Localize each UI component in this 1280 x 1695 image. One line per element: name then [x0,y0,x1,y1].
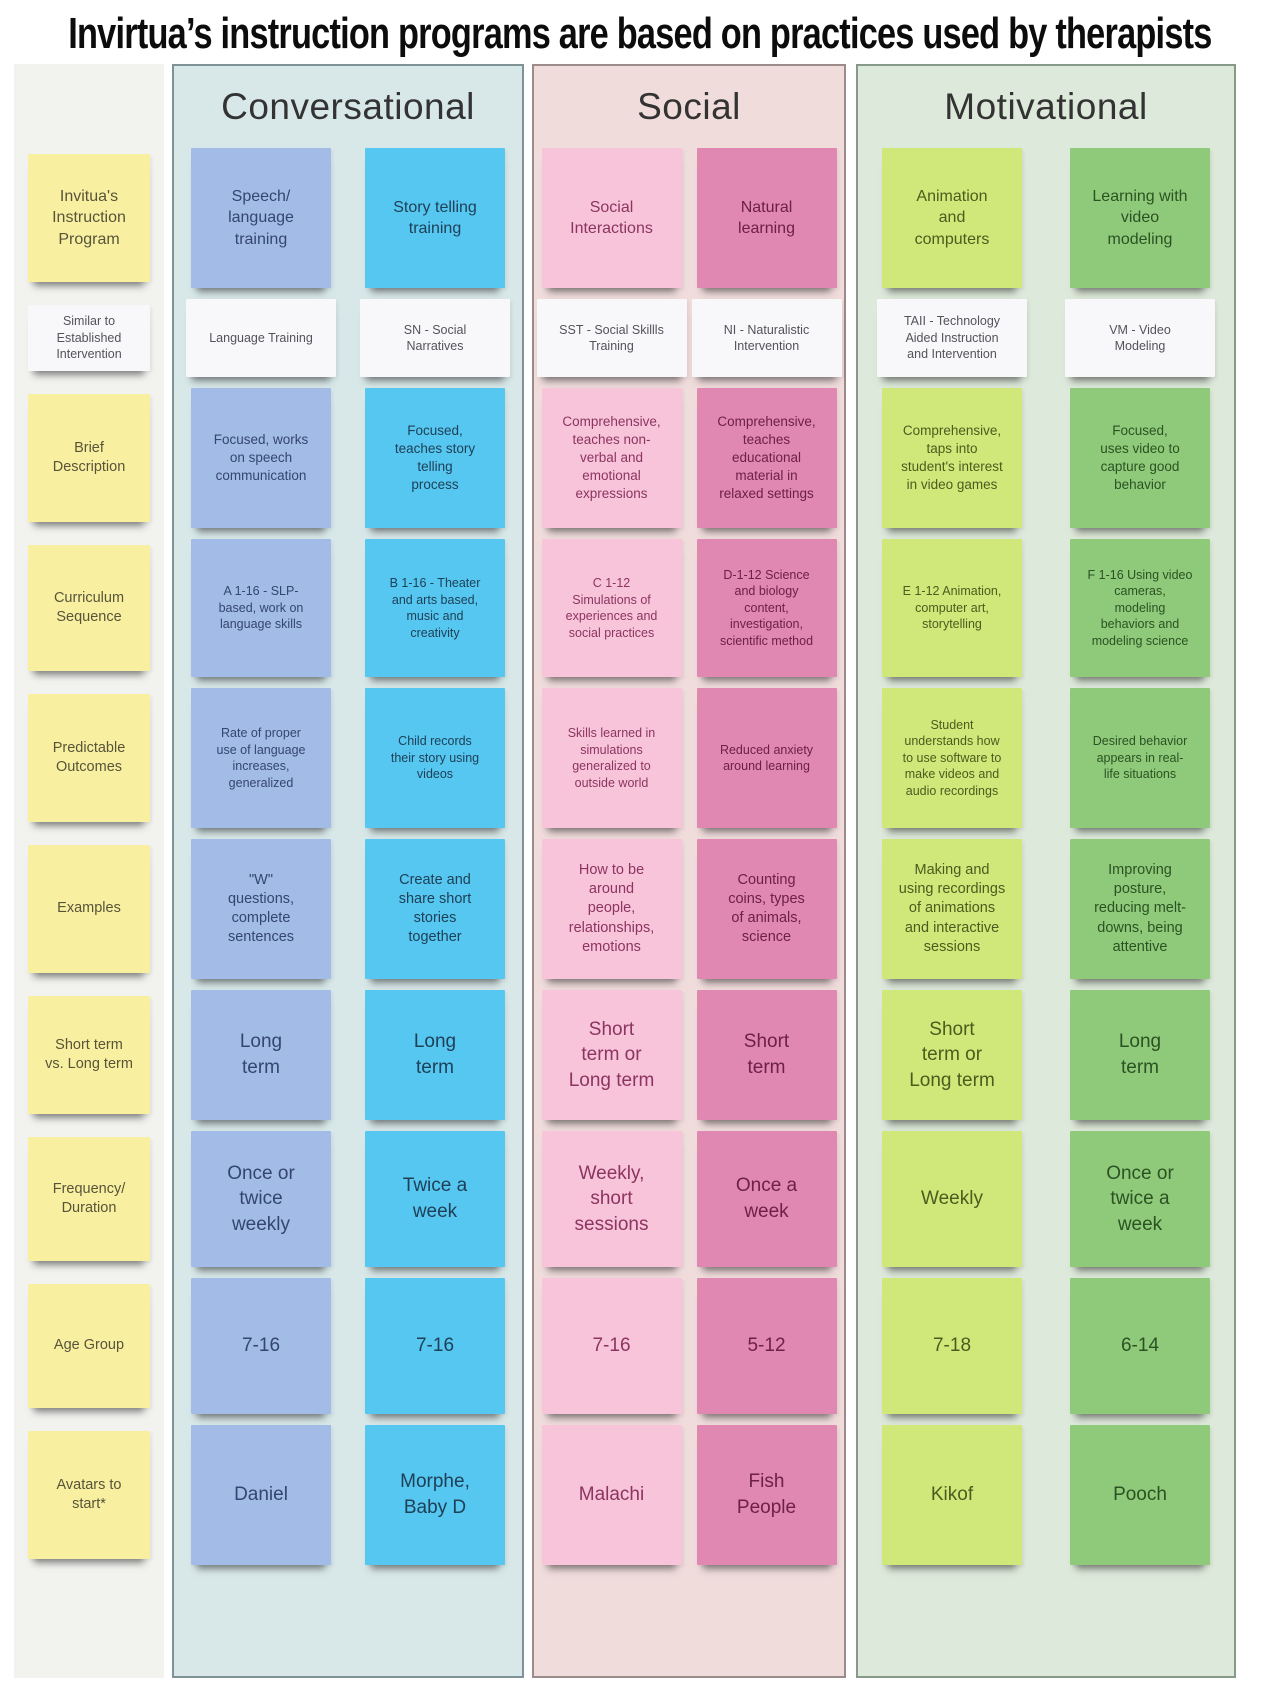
sticky-note: NI - Naturalistic Intervention [691,299,842,377]
row-label-column: Invitua's Instruction Program Similar to… [14,64,164,1678]
panel-title-conversational: Conversational [221,86,475,127]
sticky-note: Natural learning [696,148,837,288]
label-note: Short term vs. Long term [28,996,150,1114]
label-column-header-space [14,64,164,148]
sticky-note: Create and share short stories together [365,839,505,979]
sticky-note: Story telling training [365,148,505,288]
panel-social: Social Social Interactions Natural learn… [532,64,846,1678]
sticky-note: Malachi [541,1425,682,1565]
sticky-note: Daniel [191,1425,331,1565]
page-title: Invirtua’s instruction programs are base… [0,6,1280,62]
panel-motivational: Motivational Animation and computers Lea… [856,64,1236,1678]
sticky-note: Comprehensive, teaches educational mater… [696,388,837,528]
label-note: Similar to Established Intervention [28,305,150,371]
sticky-note: Language Training [186,299,336,377]
label-note: Brief Description [28,394,150,522]
sticky-note: Social Interactions [541,148,682,288]
sticky-note: 6-14 [1070,1278,1210,1414]
sticky-note: Weekly, short sessions [541,1131,682,1267]
sticky-note: Kikof [882,1425,1022,1565]
sticky-note: C 1-12 Simulations of experiences and so… [541,539,682,677]
sticky-note: Short term [696,990,837,1120]
sticky-note: Long term [191,990,331,1120]
sticky-note: "W" questions, complete sentences [191,839,331,979]
sticky-note: F 1-16 Using video cameras, modeling beh… [1070,539,1210,677]
sticky-note: Animation and computers [882,148,1022,288]
sticky-note: Long term [365,990,505,1120]
sticky-note: Once or twice a week [1070,1131,1210,1267]
sticky-note: Skills learned in simulations generalize… [541,688,682,828]
sticky-note: Comprehensive, taps into student's inter… [882,388,1022,528]
label-note: Curriculum Sequence [28,545,150,671]
sticky-note: 7-16 [541,1278,682,1414]
sticky-note: A 1-16 - SLP- based, work on language sk… [191,539,331,677]
sticky-note: Focused, uses video to capture good beha… [1070,388,1210,528]
label-note: Age Group [28,1284,150,1408]
sticky-note: Reduced anxiety around learning [696,688,837,828]
sticky-note: Rate of proper use of language increases… [191,688,331,828]
sticky-note: Comprehensive, teaches non- verbal and e… [541,388,682,528]
sticky-note: Twice a week [365,1131,505,1267]
sticky-note: Long term [1070,990,1210,1120]
sticky-note: Morphe, Baby D [365,1425,505,1565]
panel-conversational: Conversational Speech/ language training… [172,64,524,1678]
panel-title-social: Social [637,86,741,127]
sticky-note: Learning with video modeling [1070,148,1210,288]
sticky-note: 5-12 [696,1278,837,1414]
sticky-note: Weekly [882,1131,1022,1267]
sticky-note: How to be around people, relationships, … [541,839,682,979]
sticky-note: Speech/ language training [191,148,331,288]
sticky-note: SST - Social Skillls Training [536,299,687,377]
sticky-note: Once a week [696,1131,837,1267]
label-note: Examples [28,845,150,973]
sticky-note: Focused, teaches story telling process [365,388,505,528]
sticky-note: Short term or Long term [541,990,682,1120]
sticky-note: B 1-16 - Theater and arts based, music a… [365,539,505,677]
sticky-note: Making and using recordings of animation… [882,839,1022,979]
sticky-note: E 1-12 Animation, computer art, storytel… [882,539,1022,677]
sticky-note: Improving posture, reducing melt- downs,… [1070,839,1210,979]
label-note: Avatars to start* [28,1431,150,1559]
sticky-note: Student understands how to use software … [882,688,1022,828]
sticky-note: 7-16 [365,1278,505,1414]
board: Invitua's Instruction Program Similar to… [0,64,1280,1678]
sticky-note: Focused, works on speech communication [191,388,331,528]
sticky-note: VM - Video Modeling [1065,299,1215,377]
sticky-note: Pooch [1070,1425,1210,1565]
label-note: Predictable Outcomes [28,694,150,822]
label-note: Invitua's Instruction Program [28,154,150,282]
sticky-note: Short term or Long term [882,990,1022,1120]
sticky-note: Counting coins, types of animals, scienc… [696,839,837,979]
sticky-note: Desired behavior appears in real- life s… [1070,688,1210,828]
sticky-note: Child records their story using videos [365,688,505,828]
sticky-note: Fish People [696,1425,837,1565]
sticky-note: D-1-12 Science and biology content, inve… [696,539,837,677]
panel-title-motivational: Motivational [944,86,1148,127]
sticky-note: SN - Social Narratives [360,299,510,377]
sticky-note: Once or twice weekly [191,1131,331,1267]
sticky-note: 7-16 [191,1278,331,1414]
page-title-text: Invirtua’s instruction programs are base… [68,9,1212,58]
sticky-note: TAII - Technology Aided Instruction and … [877,299,1027,377]
label-note: Frequency/ Duration [28,1137,150,1261]
sticky-note: 7-18 [882,1278,1022,1414]
